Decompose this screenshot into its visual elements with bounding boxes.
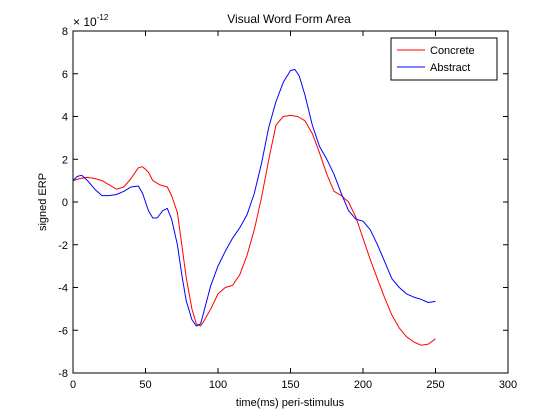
- y-tick-label: 6: [62, 69, 68, 81]
- y-exponent-power: -12: [97, 13, 109, 22]
- x-tick-label: 250: [426, 379, 444, 391]
- y-tick-label: -4: [58, 283, 68, 295]
- x-tick-label: 50: [139, 379, 151, 391]
- plot-area: [72, 30, 509, 374]
- y-tick-label: 0: [62, 197, 68, 209]
- legend-label-concrete: Concrete: [430, 45, 475, 57]
- x-axis-label: time(ms) peri-stimulus: [236, 397, 345, 409]
- chart-title: Visual Word Form Area: [227, 12, 351, 26]
- x-tick-label: 100: [209, 379, 227, 391]
- y-tick-label: 4: [62, 112, 68, 124]
- y-axis-label: signed ERP: [37, 173, 49, 231]
- axis-ticks: 0 50 100 150 200 250 300 -8 -6 -4 -2 0 2 4 6 8: [58, 26, 517, 391]
- legend-box: [390, 37, 498, 81]
- y-tick-label: 2: [62, 154, 68, 166]
- y-exponent-base: × 10: [73, 15, 97, 29]
- x-tick-label: 150: [281, 379, 299, 391]
- y-exponent-label: × 10-12: [73, 13, 109, 29]
- series-line-abstract: [72, 69, 436, 327]
- y-tick-label: 8: [62, 26, 68, 38]
- x-tick-label: 300: [499, 379, 517, 391]
- x-tick-label: 0: [70, 379, 76, 391]
- series-line-concrete: [72, 114, 436, 346]
- series-lines: [72, 69, 436, 346]
- legend-label-abstract: Abstract: [430, 62, 470, 74]
- y-tick-label: -6: [58, 325, 68, 337]
- y-tick-label: -8: [58, 368, 68, 380]
- legend: Concrete Abstract: [390, 37, 498, 81]
- svg-text:× 10-12: × 10-12: [73, 13, 109, 29]
- x-tick-label: 200: [354, 379, 372, 391]
- y-tick-label: -2: [58, 240, 68, 252]
